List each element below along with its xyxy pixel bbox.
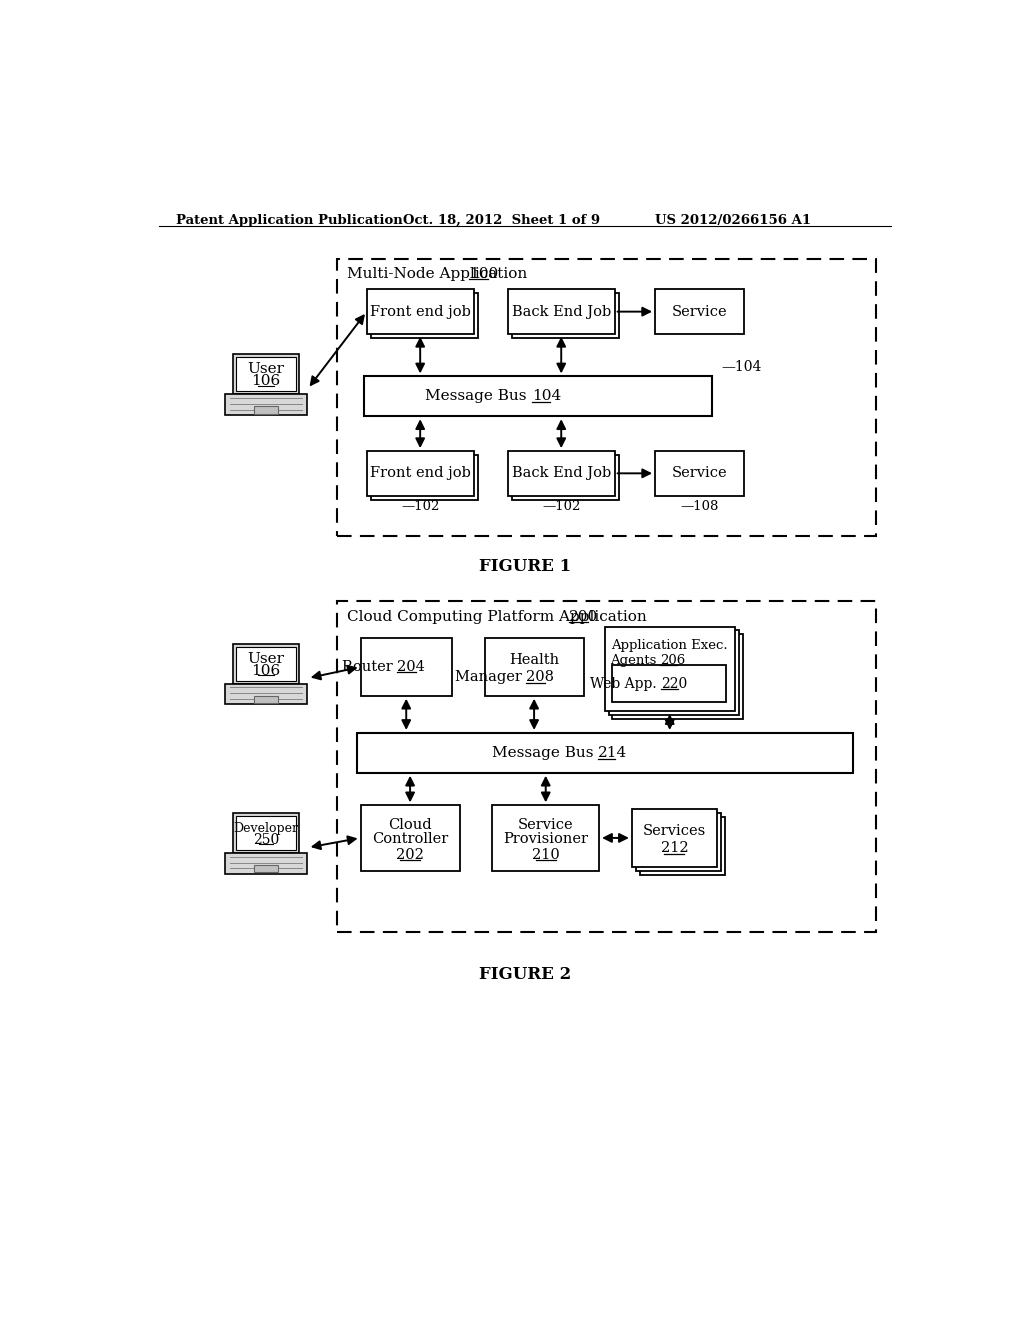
Bar [360, 805, 460, 871]
Text: Service: Service [672, 466, 727, 480]
Text: Patent Application Publication: Patent Application Publication [176, 214, 402, 227]
Bar [356, 733, 853, 774]
Text: 212: 212 [660, 841, 688, 855]
Bar [508, 289, 614, 334]
Bar [655, 289, 744, 334]
Bar [232, 644, 299, 684]
Text: 106: 106 [251, 664, 281, 678]
Bar [484, 638, 584, 696]
Bar [640, 817, 725, 875]
Text: 104: 104 [531, 389, 561, 404]
Text: 106: 106 [251, 375, 281, 388]
Text: 206: 206 [660, 653, 686, 667]
Text: Front end job: Front end job [370, 466, 471, 480]
Bar [512, 455, 618, 499]
Bar [225, 395, 306, 414]
Bar [232, 813, 299, 853]
Bar [612, 665, 726, 702]
Text: Back End Job: Back End Job [512, 305, 611, 318]
Text: Service: Service [672, 305, 727, 318]
Bar [371, 455, 477, 499]
Bar [371, 293, 477, 338]
Text: 210: 210 [531, 847, 559, 862]
Text: User: User [248, 652, 285, 665]
Text: Back End Job: Back End Job [512, 466, 611, 480]
Bar [360, 638, 452, 696]
Text: Cloud: Cloud [388, 818, 432, 832]
Bar [367, 451, 474, 496]
Text: 202: 202 [396, 847, 424, 862]
Text: Provisioner: Provisioner [503, 832, 588, 846]
Text: FIGURE 2: FIGURE 2 [478, 966, 571, 983]
Text: —102: —102 [542, 500, 581, 513]
Text: Service: Service [518, 818, 573, 832]
Bar [612, 635, 742, 719]
Bar [254, 696, 279, 704]
Bar [254, 407, 279, 413]
Bar [225, 853, 306, 874]
Bar [236, 358, 296, 391]
Text: 100: 100 [469, 267, 499, 281]
Text: Message Bus: Message Bus [425, 389, 531, 404]
Bar [236, 647, 296, 681]
Text: 200: 200 [569, 610, 598, 623]
Bar [508, 451, 614, 496]
Text: Web App.: Web App. [590, 677, 662, 690]
Text: Oct. 18, 2012  Sheet 1 of 9: Oct. 18, 2012 Sheet 1 of 9 [403, 214, 600, 227]
Bar [337, 259, 876, 536]
Bar [337, 601, 876, 932]
Text: Application Exec.: Application Exec. [611, 639, 728, 652]
Text: 220: 220 [662, 677, 687, 690]
Text: 204: 204 [397, 660, 425, 675]
Text: Developer: Developer [233, 821, 298, 834]
Bar [225, 684, 306, 705]
Text: Manager: Manager [455, 671, 526, 684]
Text: 208: 208 [526, 671, 554, 684]
Text: 214: 214 [598, 746, 628, 760]
Text: —108: —108 [680, 500, 719, 513]
Text: —104: —104 [722, 360, 762, 374]
Text: Services: Services [643, 824, 706, 838]
Bar [608, 631, 738, 715]
Bar [254, 865, 279, 873]
Bar [236, 816, 296, 850]
Bar [655, 451, 744, 496]
Text: Health: Health [509, 653, 559, 667]
Text: Multi-Node Application: Multi-Node Application [346, 267, 531, 281]
Bar [367, 289, 474, 334]
Text: Message Bus: Message Bus [493, 746, 598, 760]
Bar [604, 627, 735, 711]
Text: 250: 250 [253, 833, 280, 847]
Text: Controller: Controller [372, 832, 449, 846]
Text: Cloud Computing Platform Application: Cloud Computing Platform Application [346, 610, 651, 623]
Text: Front end job: Front end job [370, 305, 471, 318]
Text: Agents: Agents [610, 653, 660, 667]
Bar [636, 813, 721, 871]
Text: US 2012/0266156 A1: US 2012/0266156 A1 [655, 214, 811, 227]
Text: FIGURE 1: FIGURE 1 [479, 558, 570, 576]
Bar [493, 805, 599, 871]
Bar [364, 376, 713, 416]
Bar [512, 293, 618, 338]
Text: Router: Router [342, 660, 397, 675]
Bar [632, 809, 717, 867]
Text: User: User [248, 363, 285, 376]
Text: —102: —102 [401, 500, 439, 513]
Bar [232, 354, 299, 395]
